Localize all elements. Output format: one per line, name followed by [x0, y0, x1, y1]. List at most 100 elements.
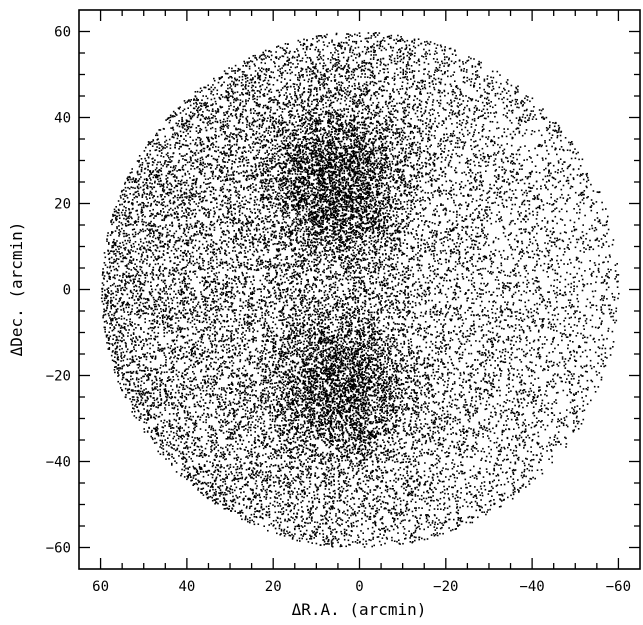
data-point: [341, 75, 343, 77]
data-point: [225, 502, 227, 505]
data-point: [525, 353, 527, 356]
data-point: [306, 307, 308, 309]
data-point: [386, 236, 389, 239]
data-point: [163, 290, 165, 292]
data-point: [525, 264, 528, 267]
data-point: [237, 383, 239, 385]
data-point: [314, 98, 316, 101]
data-point: [227, 230, 230, 233]
data-point: [346, 402, 349, 405]
data-point: [413, 258, 415, 261]
data-point: [366, 399, 369, 401]
data-point: [456, 116, 459, 118]
data-point: [300, 67, 303, 70]
data-point: [218, 395, 221, 398]
data-point: [448, 259, 450, 262]
data-point: [220, 125, 223, 128]
data-point: [235, 374, 238, 376]
data-point: [436, 381, 439, 384]
data-point: [318, 53, 321, 55]
data-point: [215, 350, 217, 353]
data-point: [418, 525, 420, 528]
data-point: [291, 155, 294, 157]
data-point: [380, 89, 383, 91]
data-point: [263, 241, 266, 244]
data-point: [192, 306, 194, 308]
data-point: [220, 345, 222, 348]
data-point: [351, 390, 354, 393]
data-point: [226, 177, 228, 180]
data-point: [377, 272, 380, 275]
data-point: [313, 215, 315, 218]
data-point: [313, 537, 315, 539]
data-point: [386, 417, 388, 420]
data-point: [339, 205, 341, 208]
data-point: [185, 433, 187, 436]
data-point: [529, 171, 532, 174]
data-point: [375, 107, 378, 109]
data-point: [154, 199, 156, 202]
data-point: [472, 186, 475, 189]
data-point: [556, 437, 559, 440]
data-point: [221, 389, 223, 391]
data-point: [265, 165, 267, 168]
data-point: [195, 315, 197, 317]
data-point: [327, 467, 330, 469]
data-point: [313, 361, 316, 363]
data-point: [341, 317, 343, 320]
data-point: [345, 382, 347, 384]
data-point: [292, 466, 295, 468]
data-point: [296, 376, 299, 378]
data-point: [513, 344, 515, 346]
data-point: [462, 441, 465, 443]
data-point: [313, 291, 315, 293]
data-point: [537, 312, 539, 315]
data-point: [301, 205, 303, 207]
data-point: [406, 88, 408, 91]
data-point: [314, 75, 316, 78]
data-point: [376, 536, 379, 538]
data-point: [441, 312, 444, 315]
data-point: [318, 393, 321, 395]
data-point: [469, 98, 472, 100]
data-point: [512, 269, 514, 271]
data-point: [415, 384, 417, 387]
data-point: [238, 392, 240, 395]
data-point: [140, 158, 143, 160]
data-point: [311, 152, 314, 154]
data-point: [344, 472, 347, 475]
data-point: [200, 338, 203, 341]
data-point: [526, 283, 528, 286]
data-point: [583, 193, 585, 196]
data-point: [227, 309, 230, 311]
data-point: [444, 452, 446, 454]
data-point: [343, 186, 345, 189]
data-point: [272, 437, 275, 440]
data-point: [194, 442, 197, 444]
data-point: [278, 401, 281, 403]
data-point: [378, 248, 381, 251]
data-point: [466, 129, 469, 132]
data-point: [287, 342, 290, 345]
data-point: [110, 256, 113, 259]
data-point: [473, 177, 476, 180]
data-point: [440, 310, 442, 312]
data-point: [144, 418, 146, 420]
data-point: [120, 287, 122, 290]
data-point: [334, 536, 336, 538]
data-point: [327, 417, 330, 420]
data-point: [328, 326, 330, 329]
data-point: [233, 479, 236, 481]
data-point: [370, 71, 373, 73]
data-point: [393, 474, 396, 476]
data-point: [538, 357, 541, 360]
data-point: [109, 335, 112, 338]
data-point: [181, 168, 184, 171]
data-point: [266, 349, 268, 351]
data-point: [492, 154, 495, 156]
data-point: [433, 508, 436, 510]
data-point: [341, 344, 343, 347]
data-point: [172, 427, 175, 429]
data-point: [284, 406, 286, 409]
data-point: [371, 171, 374, 174]
